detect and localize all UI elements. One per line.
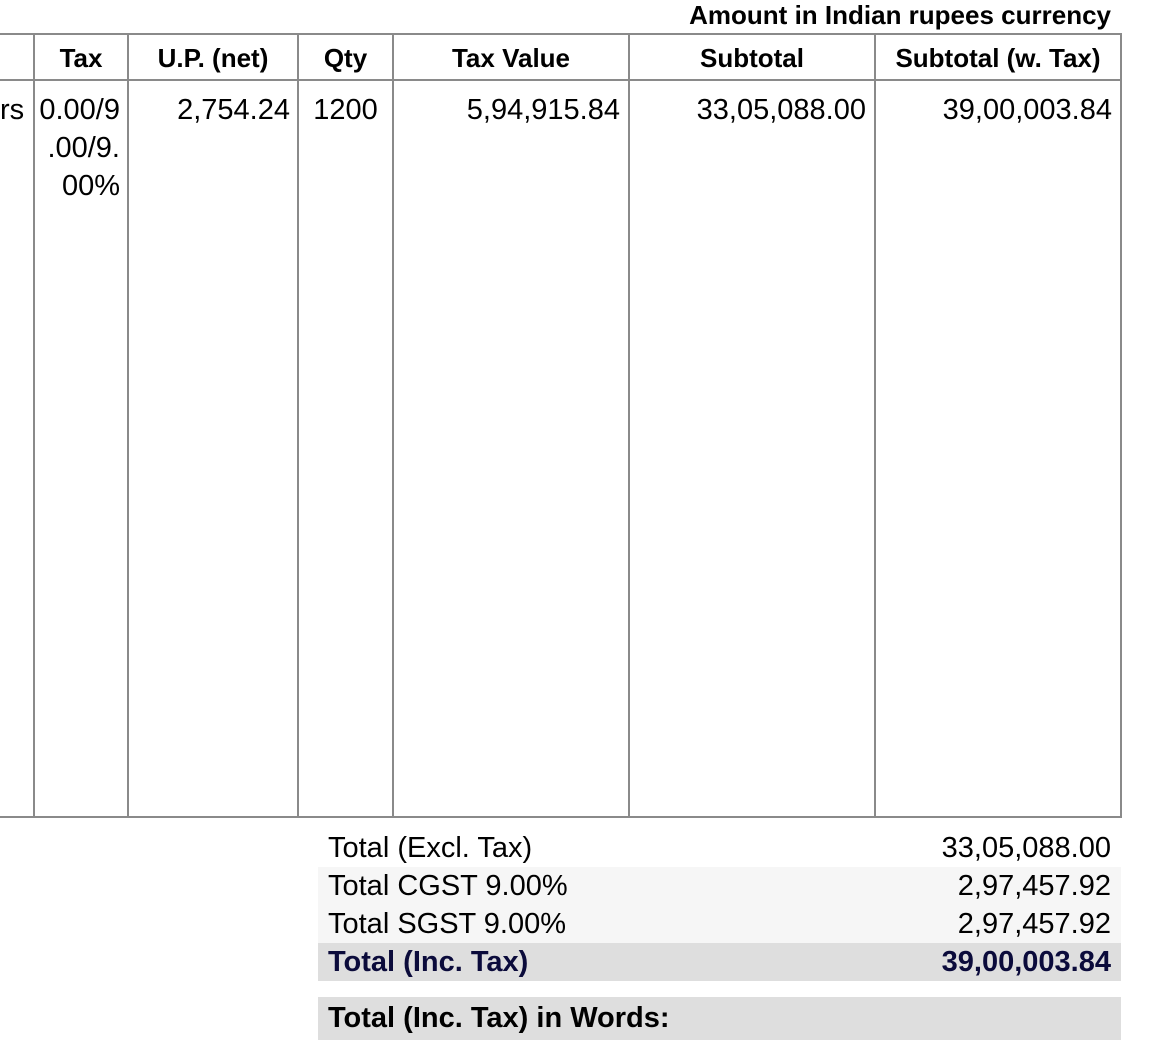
column-divider: [127, 33, 129, 818]
total-sgst-row: Total SGST 9.00% 2,97,457.92: [318, 905, 1121, 943]
grand-total-label: Total (Inc. Tax): [328, 946, 529, 978]
total-label: Total (Excl. Tax): [328, 832, 533, 864]
header-subtotal: Subtotal: [700, 42, 804, 73]
column-divider: [1120, 33, 1122, 818]
tax-value-cell: 5,94,915.84: [466, 94, 620, 126]
tax-rate-cell: 0.00/9 .00/9. 00%: [35, 91, 120, 205]
total-value: 2,97,457.92: [957, 870, 1111, 902]
unit-price-cell: 2,754.24: [177, 94, 290, 126]
total-cgst-row: Total CGST 9.00% 2,97,457.92: [318, 867, 1121, 905]
header-subtotal-with-tax: Subtotal (w. Tax): [895, 42, 1101, 73]
amount-in-words-label: Total (Inc. Tax) in Words:: [328, 1002, 670, 1034]
total-label: Total CGST 9.00%: [328, 870, 568, 902]
tax-rate-line: 0.00/9: [39, 94, 120, 126]
qty-cell: 1200: [313, 94, 378, 126]
tax-rate-line: .00/9.: [47, 132, 120, 164]
column-divider: [628, 33, 630, 818]
table-top-border: [0, 33, 1122, 35]
header-qty: Qty: [323, 42, 368, 73]
currency-note: Amount in Indian rupees currency: [689, 0, 1111, 30]
grand-total-value: 39,00,003.84: [941, 946, 1111, 978]
column-divider: [297, 33, 299, 818]
header-unit-price: U.P. (net): [157, 42, 269, 73]
description-fragment: rs: [0, 94, 25, 126]
total-excl-tax-row: Total (Excl. Tax) 33,05,088.00: [318, 829, 1121, 867]
header-tax-value: Tax Value: [451, 42, 571, 73]
grand-total-row: Total (Inc. Tax) 39,00,003.84: [318, 943, 1121, 981]
table-bottom-border: [0, 816, 1122, 818]
total-value: 2,97,457.92: [957, 908, 1111, 940]
tax-rate-line: 00%: [61, 170, 120, 202]
total-label: Total SGST 9.00%: [328, 908, 567, 940]
table-header-divider: [0, 79, 1122, 81]
total-value: 33,05,088.00: [941, 832, 1111, 864]
amount-in-words-row: Total (Inc. Tax) in Words:: [318, 997, 1121, 1040]
column-divider: [33, 33, 35, 818]
subtotal-with-tax-cell: 39,00,003.84: [942, 94, 1112, 126]
subtotal-cell: 33,05,088.00: [696, 94, 866, 126]
header-tax: Tax: [59, 42, 103, 73]
column-divider: [392, 33, 394, 818]
column-divider: [874, 33, 876, 818]
